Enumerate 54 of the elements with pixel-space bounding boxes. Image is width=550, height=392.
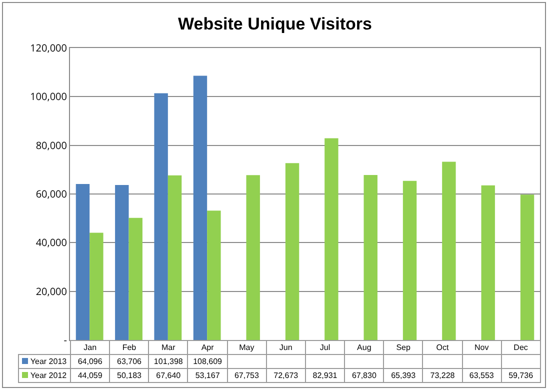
x-tick-label: May [227,340,266,354]
data-label: 64,096 [70,354,110,368]
data-label: 63,706 [110,354,149,368]
bar [90,232,104,340]
data-label: 65,393 [384,368,423,382]
bar [154,93,168,340]
chart-title: Website Unique Visitors [178,14,372,34]
data-label: 59,736 [501,368,540,382]
legend-label: Year 2012 [18,368,70,382]
x-tick-label: Nov [462,340,502,354]
data-label: 101,398 [148,354,188,368]
x-tick-label: Jun [266,340,306,354]
bar [128,218,142,340]
x-tick-label: Mar [148,340,188,354]
y-tick-label: 80,000 [36,138,68,152]
x-tick-label: Apr [188,340,228,354]
data-label: 67,753 [227,368,266,382]
data-label: 63,553 [462,368,502,382]
x-tick-label: Oct [422,340,462,354]
data-label: 72,673 [266,368,306,382]
bar [207,210,221,340]
bar [193,76,208,340]
bar [168,175,182,340]
y-tick-label: 40,000 [36,235,68,250]
bar [324,138,338,340]
bar [481,185,495,340]
data-label: 53,167 [188,368,228,382]
bar [246,175,260,340]
data-label: 67,830 [344,368,384,382]
bar [115,184,129,340]
x-tick-label: Jan [70,340,110,354]
y-tick-label: 60,000 [36,186,68,200]
x-tick-label: Jul [305,340,345,354]
data-label: 50,183 [110,368,149,382]
x-tick-label: Dec [501,340,540,354]
x-tick-label: Aug [344,340,384,354]
bar [442,162,456,340]
y-tick-label: 20,000 [36,284,68,298]
y-tick-label: 100,000 [30,89,68,104]
data-label: 108,609 [188,354,228,368]
data-label: 44,059 [70,368,110,382]
data-label: 82,931 [305,368,345,382]
y-tick-label: 120,000 [30,40,68,54]
bar [364,174,378,340]
bar [520,194,534,340]
bar [402,180,417,340]
data-label: 73,228 [422,368,462,382]
bar [285,163,300,340]
x-tick-label: Feb [110,340,149,354]
y-tick-label: - [64,332,67,346]
data-label: 67,640 [148,368,188,382]
x-tick-label: Sep [384,340,423,354]
bar [76,184,90,340]
legend-label: Year 2013 [18,354,70,368]
